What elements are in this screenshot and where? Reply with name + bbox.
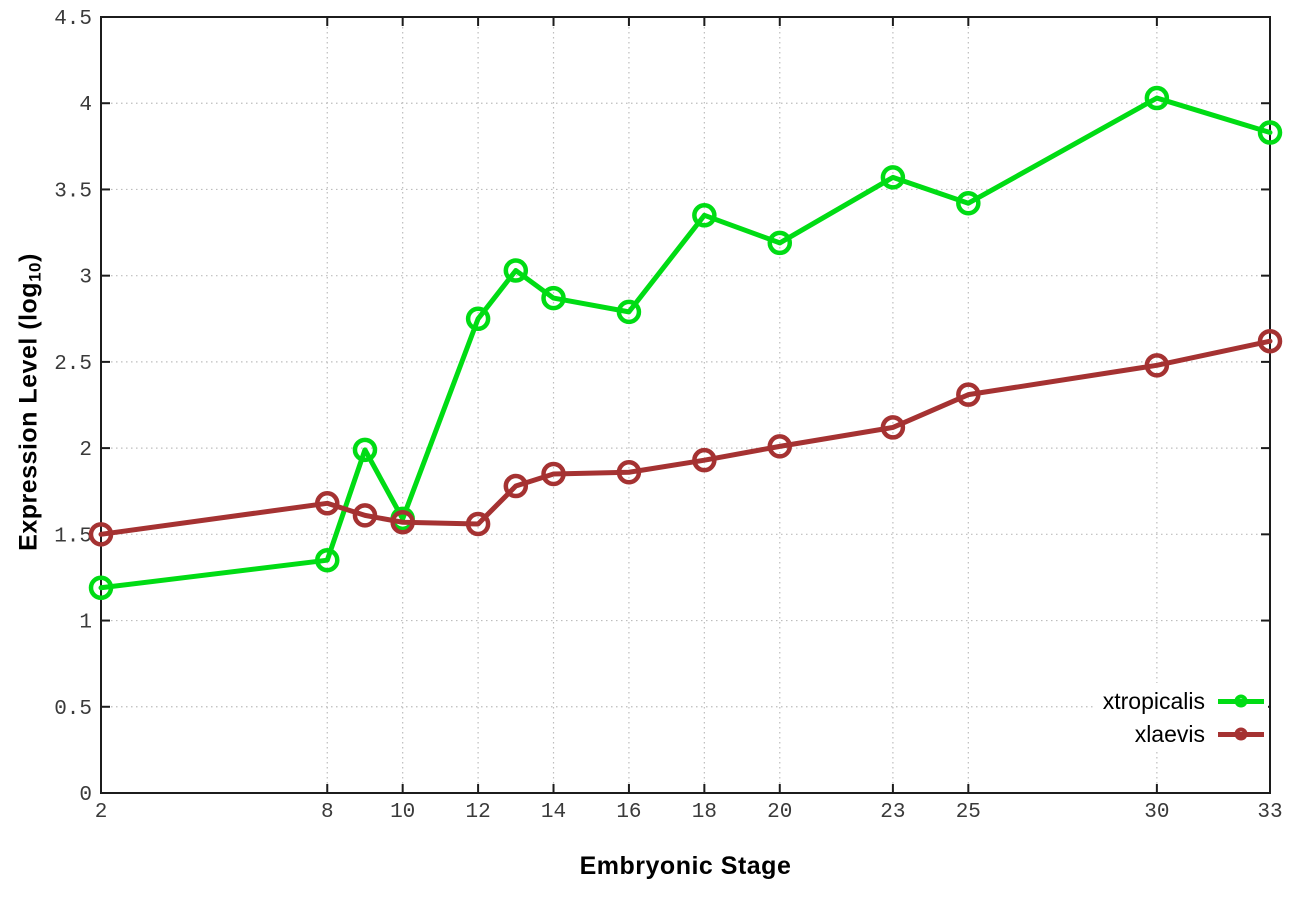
open-circle-icon <box>1234 727 1248 741</box>
xlaevis-data-point <box>503 473 529 499</box>
x-tick-label: 8 <box>321 801 334 824</box>
x-tick-label: 23 <box>880 801 905 824</box>
plot-border <box>100 16 1271 794</box>
y-tick-label: 0.5 <box>54 698 92 721</box>
xlaevis-line <box>98 338 1273 537</box>
xlaevis-data-point <box>692 447 717 473</box>
x-tick-label: 20 <box>767 801 792 824</box>
legend-row-xtropicalis: xtropicalis <box>1103 686 1264 716</box>
x-tick-label: 2 <box>95 801 108 824</box>
y-axis-title-subscript: 10 <box>25 261 45 282</box>
x-tick-label: 14 <box>541 801 566 824</box>
x-tick-label: 16 <box>616 801 641 824</box>
xlaevis-data-point <box>541 461 566 487</box>
open-circle-icon <box>1234 694 1248 708</box>
xlaevis-data-point <box>1144 353 1170 378</box>
xlaevis-data-point <box>1257 328 1283 354</box>
y-tick-label: 2.5 <box>54 353 92 376</box>
legend-marker-xtropicalis <box>1218 694 1264 708</box>
y-tick-label: 1 <box>79 612 92 635</box>
x-tick-label: 10 <box>390 801 415 824</box>
xlaevis-data-point <box>956 382 981 407</box>
y-tick-label: 3.5 <box>54 180 92 203</box>
x-tick-label: 33 <box>1257 801 1282 824</box>
xtropicalis-line <box>98 95 1273 591</box>
xtropicalis-data-point <box>541 285 566 311</box>
y-axis-title: Expression Level (log10) <box>15 253 46 551</box>
x-tick-label: 18 <box>692 801 717 824</box>
xtropicalis-data-point <box>616 299 642 325</box>
xtropicalis-data-point <box>352 437 378 463</box>
y-tick-label: 2 <box>79 439 92 462</box>
xtropicalis-data-point <box>465 306 491 332</box>
x-tick-label: 25 <box>956 801 981 824</box>
xtropicalis-data-point <box>692 203 717 228</box>
y-axis-title-close: ) <box>14 253 43 262</box>
xlaevis-data-point <box>616 460 642 485</box>
legend-label-xtropicalis: xtropicalis <box>1102 687 1205 714</box>
x-axis-title: Embryonic Stage <box>579 852 792 880</box>
xlaevis-data-point <box>390 510 415 535</box>
xtropicalis-data-point <box>1144 85 1170 111</box>
xtropicalis-data-point <box>315 547 340 573</box>
legend-label-xlaevis: xlaevis <box>1134 720 1205 747</box>
y-tick-label: 4 <box>79 94 92 117</box>
xlaevis-data-point <box>315 491 340 516</box>
xtropicalis-data-point <box>1257 120 1283 145</box>
xtropicalis-data-point <box>880 165 906 190</box>
xlaevis-data-point <box>880 415 906 440</box>
xtropicalis-data-point <box>956 190 981 216</box>
xtropicalis-data-point <box>88 575 114 601</box>
x-tick-label: 30 <box>1144 801 1169 824</box>
legend-marker-xlaevis <box>1218 727 1264 741</box>
legend-row-xlaevis: xlaevis <box>1135 719 1264 749</box>
y-tick-label: 4.5 <box>54 8 92 31</box>
legend: xtropicalis xlaevis <box>1092 683 1268 752</box>
xtropicalis-data-point <box>767 230 793 256</box>
xlaevis-data-point <box>88 522 114 547</box>
x-tick-label: 12 <box>465 801 490 824</box>
y-axis-title-main: Expression Level (log <box>14 281 43 551</box>
y-tick-label: 3 <box>79 267 92 290</box>
xtropicalis-data-point <box>503 258 529 283</box>
y-tick-label: 0 <box>79 784 92 807</box>
xlaevis-data-point <box>767 434 793 459</box>
xlaevis-data-point <box>465 511 491 537</box>
xlaevis-data-point <box>352 503 378 528</box>
y-tick-label: 1.5 <box>54 525 92 548</box>
